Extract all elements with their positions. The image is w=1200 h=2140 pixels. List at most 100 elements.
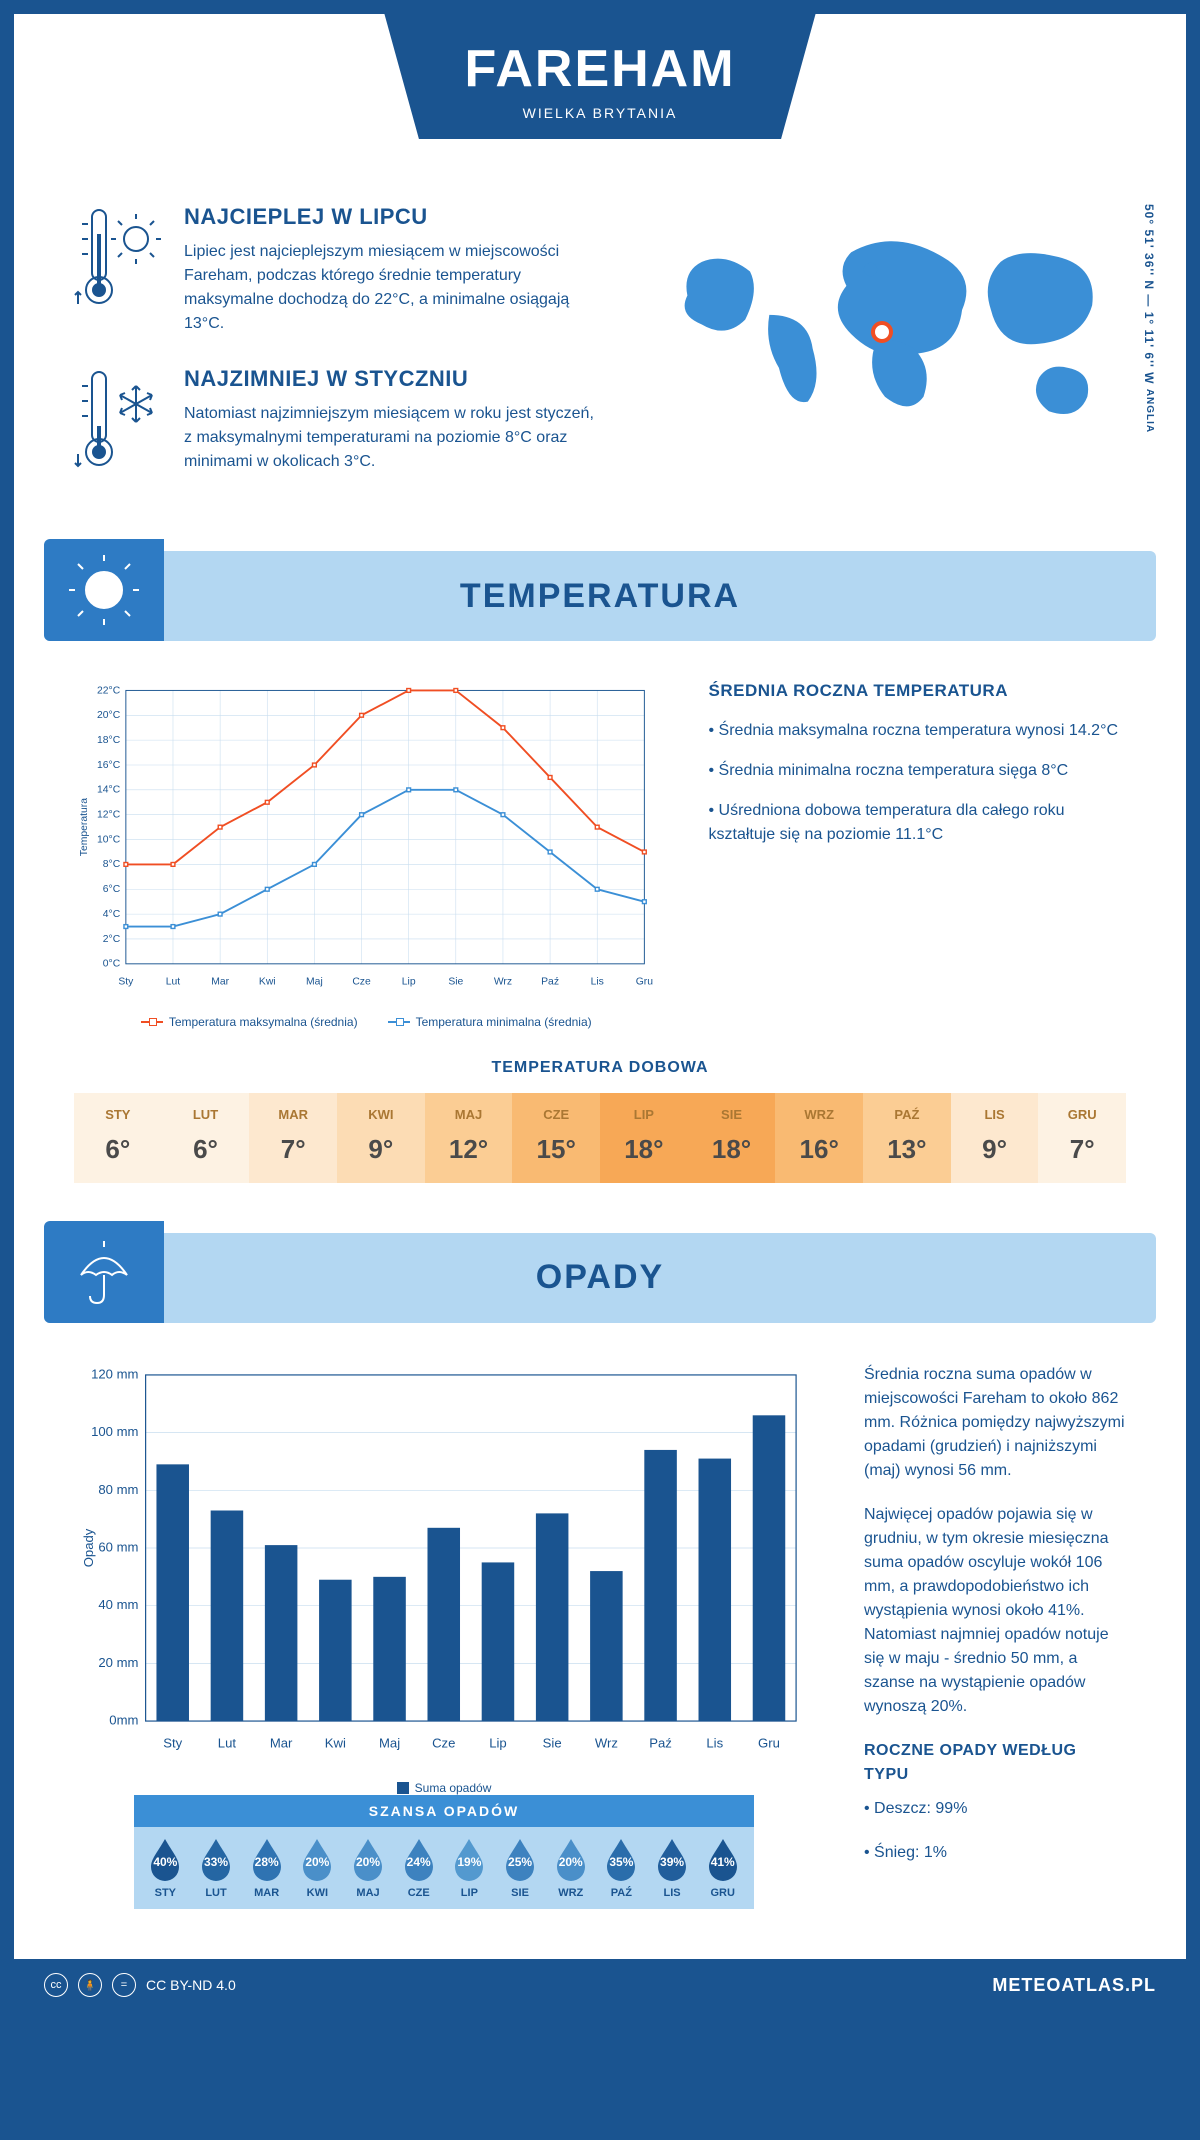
svg-text:20°C: 20°C xyxy=(97,710,121,721)
rain-chance-cell: 25% SIE xyxy=(495,1837,546,1899)
license-text: CC BY-ND 4.0 xyxy=(146,1977,236,1993)
umbrella-icon xyxy=(44,1221,164,1323)
fact-hot-title: NAJCIEPLEJ W LIPCU xyxy=(184,204,604,230)
svg-text:22°C: 22°C xyxy=(97,685,121,696)
precipitation-heading: OPADY xyxy=(536,1258,664,1297)
page-container: FAREHAM WIELKA BRYTANIA NAJCIEPLEJ W LIP… xyxy=(0,0,1200,2025)
svg-text:Wrz: Wrz xyxy=(494,977,512,988)
svg-text:0mm: 0mm xyxy=(109,1712,138,1727)
svg-text:Sie: Sie xyxy=(543,1735,562,1750)
temperature-chart-column: 0°C2°C4°C6°C8°C10°C12°C14°C16°C18°C20°C2… xyxy=(74,681,659,1029)
avg-temp-title: ŚREDNIA ROCZNA TEMPERATURA xyxy=(709,681,1127,701)
cc-icon: cc xyxy=(44,1973,68,1997)
nd-icon: = xyxy=(112,1973,136,1997)
svg-text:Paź: Paź xyxy=(541,977,559,988)
coordinates: 50° 51' 36'' N — 1° 11' 6'' W ANGLIA xyxy=(1142,204,1156,433)
daily-temp-cell: STY6° xyxy=(74,1093,162,1183)
raindrop-icon: 19% xyxy=(451,1837,487,1881)
svg-text:10°C: 10°C xyxy=(97,834,121,845)
raindrop-icon: 28% xyxy=(249,1837,285,1881)
thermometer-snow-icon xyxy=(74,366,164,481)
precipitation-text-column: Średnia roczna suma opadów w miejscowośc… xyxy=(864,1363,1126,1940)
svg-text:0°C: 0°C xyxy=(103,959,121,970)
svg-text:Wrz: Wrz xyxy=(595,1735,618,1750)
svg-text:120 mm: 120 mm xyxy=(91,1366,138,1381)
sun-icon xyxy=(44,539,164,641)
svg-text:Kwi: Kwi xyxy=(259,977,276,988)
rain-chance-row: 40% STY 33% LUT 28% MAR 20% KWI xyxy=(134,1827,754,1909)
fact-hot-text: Lipiec jest najcieplejszym miesiącem w m… xyxy=(184,240,604,336)
svg-text:Cze: Cze xyxy=(352,977,371,988)
daily-temp-cell: SIE18° xyxy=(688,1093,776,1183)
intro-facts: NAJCIEPLEJ W LIPCU Lipiec jest najcieple… xyxy=(74,204,604,511)
precipitation-text: Najwięcej opadów pojawia się w grudniu, … xyxy=(864,1503,1126,1719)
avg-temp-bullet: • Średnia maksymalna roczna temperatura … xyxy=(709,719,1127,743)
avg-temp-bullet: • Średnia minimalna roczna temperatura s… xyxy=(709,759,1127,783)
raindrop-icon: 24% xyxy=(401,1837,437,1881)
svg-text:6°C: 6°C xyxy=(103,884,121,895)
rain-chance-panel: SZANSA OPADÓW 40% STY 33% LUT 28% MAR xyxy=(134,1795,754,1909)
fact-cold-title: NAJZIMNIEJ W STYCZNIU xyxy=(184,366,604,392)
fact-cold: NAJZIMNIEJ W STYCZNIU Natomiast najzimni… xyxy=(74,366,604,481)
svg-text:Lis: Lis xyxy=(591,977,604,988)
header: FAREHAM WIELKA BRYTANIA xyxy=(14,14,1186,194)
svg-text:20 mm: 20 mm xyxy=(98,1654,138,1669)
svg-text:Mar: Mar xyxy=(270,1735,293,1750)
rain-chance-cell: 40% STY xyxy=(140,1837,191,1899)
raindrop-icon: 39% xyxy=(654,1837,690,1881)
fact-cold-text: Natomiast najzimniejszym miesiącem w rok… xyxy=(184,402,604,474)
by-icon: 🧍 xyxy=(78,1973,102,1997)
svg-text:Sty: Sty xyxy=(118,977,134,988)
daily-temp-cell: LIS9° xyxy=(951,1093,1039,1183)
precipitation-type-bullet: • Deszcz: 99% xyxy=(864,1797,1126,1821)
svg-text:Maj: Maj xyxy=(306,977,323,988)
svg-text:Lut: Lut xyxy=(218,1735,237,1750)
svg-text:Gru: Gru xyxy=(758,1735,780,1750)
temperature-legend: .legend-swatch[style*='#f04e23']::after{… xyxy=(74,1015,659,1029)
location-pin-icon xyxy=(871,321,893,343)
svg-text:14°C: 14°C xyxy=(97,785,121,796)
temperature-banner: TEMPERATURA xyxy=(44,551,1156,641)
footer-license: cc 🧍 = CC BY-ND 4.0 xyxy=(44,1973,236,1997)
rain-chance-cell: 20% KWI xyxy=(292,1837,343,1899)
thermometer-sun-icon xyxy=(74,204,164,336)
svg-text:80 mm: 80 mm xyxy=(98,1481,138,1496)
rain-chance-cell: 35% PAŹ xyxy=(596,1837,647,1899)
daily-temp-cell: PAŹ13° xyxy=(863,1093,951,1183)
rain-chance-cell: 39% LIS xyxy=(647,1837,698,1899)
precipitation-type-title: ROCZNE OPADY WEDŁUG TYPU xyxy=(864,1739,1126,1787)
svg-text:40 mm: 40 mm xyxy=(98,1597,138,1612)
intro-map: 50° 51' 36'' N — 1° 11' 6'' W ANGLIA xyxy=(644,204,1126,511)
svg-text:Lut: Lut xyxy=(166,977,181,988)
precipitation-text: Średnia roczna suma opadów w miejscowośc… xyxy=(864,1363,1126,1483)
daily-temp-cell: WRZ16° xyxy=(775,1093,863,1183)
country-subtitle: WIELKA BRYTANIA xyxy=(464,105,735,121)
raindrop-icon: 33% xyxy=(198,1837,234,1881)
svg-text:2°C: 2°C xyxy=(103,934,121,945)
city-title: FAREHAM xyxy=(464,39,735,99)
rain-chance-cell: 33% LUT xyxy=(191,1837,242,1899)
raindrop-icon: 35% xyxy=(603,1837,639,1881)
svg-text:60 mm: 60 mm xyxy=(98,1539,138,1554)
footer: cc 🧍 = CC BY-ND 4.0 METEOATLAS.PL xyxy=(14,1959,1186,2011)
svg-text:Maj: Maj xyxy=(379,1735,400,1750)
svg-text:100 mm: 100 mm xyxy=(91,1424,138,1439)
rain-chance-title: SZANSA OPADÓW xyxy=(134,1795,754,1827)
daily-temp-cell: MAR7° xyxy=(249,1093,337,1183)
rain-chance-cell: 41% GRU xyxy=(697,1837,748,1899)
temperature-line-chart: 0°C2°C4°C6°C8°C10°C12°C14°C16°C18°C20°C2… xyxy=(74,681,659,1002)
rain-chance-cell: 20% MAJ xyxy=(343,1837,394,1899)
svg-text:12°C: 12°C xyxy=(97,810,121,821)
svg-text:Lip: Lip xyxy=(402,977,416,988)
fact-hot: NAJCIEPLEJ W LIPCU Lipiec jest najcieple… xyxy=(74,204,604,336)
precipitation-bar-chart: 0mm20 mm40 mm60 mm80 mm100 mm120 mmStyLu… xyxy=(74,1363,814,1769)
daily-temp-title: TEMPERATURA DOBOWA xyxy=(74,1059,1126,1077)
precipitation-chart-column: 0mm20 mm40 mm60 mm80 mm100 mm120 mmStyLu… xyxy=(74,1363,814,1940)
daily-temp-cell: MAJ12° xyxy=(425,1093,513,1183)
svg-text:Gru: Gru xyxy=(636,977,654,988)
raindrop-icon: 25% xyxy=(502,1837,538,1881)
daily-temp-cell: CZE15° xyxy=(512,1093,600,1183)
rain-chance-cell: 28% MAR xyxy=(241,1837,292,1899)
temperature-text-column: ŚREDNIA ROCZNA TEMPERATURA • Średnia mak… xyxy=(709,681,1127,1029)
precipitation-body: 0mm20 mm40 mm60 mm80 mm100 mm120 mmStyLu… xyxy=(14,1323,1186,1960)
